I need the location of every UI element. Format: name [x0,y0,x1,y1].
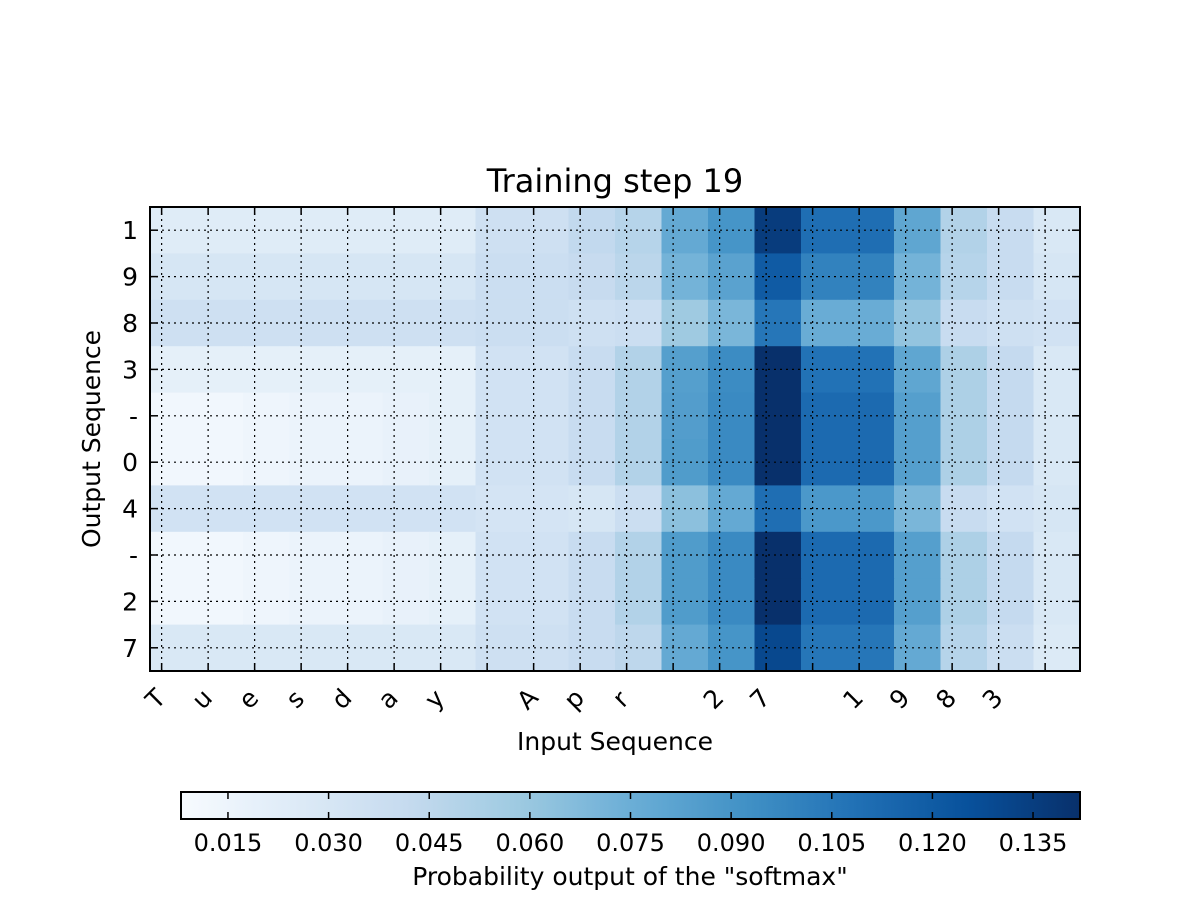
heatmap-cell [754,392,802,440]
heatmap-cell [382,624,430,672]
x-tick-label: p [558,683,590,715]
y-axis-label: Output Sequence [77,330,106,548]
heatmap-cell [568,624,616,672]
plot-frame [149,206,1081,672]
heatmap-cell [196,392,244,440]
y-tick-label: 4 [122,495,138,524]
heatmap-cell [568,392,616,440]
heatmap-cell [196,346,244,394]
x-tick-label: s [280,684,310,714]
x-tick-label: u [186,683,218,715]
x-tick-label: 7 [744,683,776,715]
heatmap-cell [940,485,988,533]
y-tick-label: 0 [122,448,138,477]
heatmap-cell [196,624,244,672]
x-tick-label: 3 [977,683,1009,715]
heatmap-cell [382,485,430,533]
y-tick-label: 8 [122,309,138,338]
heatmap-cell [382,439,430,486]
heatmap-cell [940,253,988,301]
heatmap-cell [940,392,988,440]
colorbar-tick-label: 0.060 [496,829,565,857]
heatmap-cell [382,207,430,254]
heatmap-cells [150,207,1081,672]
heatmap-cell [568,299,616,347]
heatmap-cell [568,531,616,579]
colorbar-label: Probability output of the "softmax" [412,862,847,891]
colorbar-tick-label: 0.030 [294,829,363,857]
heatmap-cell [754,624,802,672]
heatmap-cell [940,299,988,347]
colorbar-tick-label: 0.015 [194,829,263,857]
x-tick-label: 1 [837,683,869,715]
y-tick-label: - [129,541,138,570]
heatmap-cell [568,346,616,394]
heatmap-cell [754,299,802,347]
heatmap-cell [754,207,802,254]
heatmap-cell [568,439,616,486]
gridlines [150,207,1080,671]
heatmap-cell [754,253,802,301]
y-tick-label: 7 [122,634,138,663]
x-tick-label: 2 [698,683,730,715]
heatmap-cell [940,578,988,626]
y-tick-label: 3 [122,355,138,384]
x-tick-label: r [607,685,635,713]
x-tick-label: y [419,683,450,714]
heatmap-cell [382,299,430,347]
heatmap-cell [754,531,802,579]
heatmap-cell [568,485,616,533]
heatmap-cell [382,531,430,579]
heatmap-cell [568,253,616,301]
heatmap-cell [382,392,430,440]
colorbar-tick-label: 0.090 [697,829,766,857]
heatmap-cell [196,299,244,347]
heatmap-cell [196,531,244,579]
heatmap-cell [196,253,244,301]
heatmap-cell [940,624,988,672]
y-tick-label: 2 [122,587,138,616]
colorbar-tick-label: 0.075 [596,829,665,857]
heatmap-cell [754,346,802,394]
heatmap-cell [940,207,988,254]
x-tick-label: 9 [884,683,916,715]
x-tick-label: A [511,683,544,716]
x-tick-label: 8 [930,683,962,715]
x-tick-label: T [139,683,172,716]
heatmap-cell [196,207,244,254]
x-axis-label: Input Sequence [517,727,713,756]
colorbar-tick-label: 0.135 [999,829,1068,857]
heatmap-cell [754,485,802,533]
heatmap-cell [940,346,988,394]
heatmap-cell [568,578,616,626]
x-tick-label: a [372,683,403,714]
colorbar-tick-label: 0.120 [898,829,967,857]
heatmap-cell [940,531,988,579]
y-tick-label: - [129,402,138,431]
heatmap-cell [196,439,244,486]
y-ticks: 1 9 8 3 - 0 4 - 2 7 [122,216,1080,663]
heatmap-cell [568,207,616,254]
heatmap-cell [754,578,802,626]
heatmap-cell [382,346,430,394]
colorbar-tick-label: 0.045 [395,829,464,857]
heatmap-cell [196,578,244,626]
heatmap-cell [940,439,988,486]
heatmap-cell [382,578,430,626]
colorbar: 0.015 0.030 0.045 0.060 0.075 0.090 0.105 0.120… [180,791,1081,857]
x-tick-label: d [326,683,358,715]
colorbar-tick-label: 0.105 [797,829,866,857]
heatmap-cell [754,439,802,486]
y-tick-label: 9 [122,263,138,292]
chart-title: Training step 19 [486,162,744,200]
heatmap-cell [382,253,430,301]
y-tick-label: 1 [122,216,138,245]
heatmap-cell [196,485,244,533]
x-tick-label: e [233,683,264,714]
